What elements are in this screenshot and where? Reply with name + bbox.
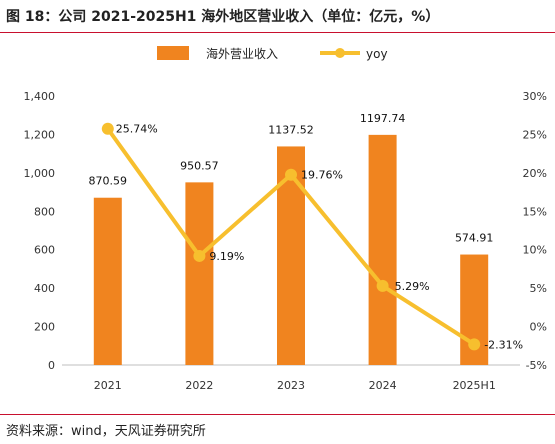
y-left-tick-label: 1,000 [24,167,56,180]
bar-2022 [185,182,214,365]
bar-value-label: 574.91 [455,232,494,245]
y-left-tick-label: 600 [34,244,55,257]
title-divider [0,32,555,33]
x-tick-label: 2024 [369,379,397,392]
yoy-point-2022 [193,249,206,262]
y-right-tick-label: 30% [523,90,547,103]
x-tick-label: 2023 [277,379,305,392]
y-left-tick-label: 1,200 [24,128,56,141]
yoy-point-2023 [285,168,297,181]
y-right-tick-label: 20% [523,167,547,180]
yoy-value-label: 25.74% [116,123,158,136]
y-right-tick-label: 0% [530,321,547,334]
x-tick-label: 2021 [94,379,122,392]
legend: 海外营业收入 yoy [157,46,388,61]
y-left-tick-label: 800 [34,205,55,218]
bar-2021 [93,197,122,365]
legend-label-yoy: yoy [366,47,388,61]
legend-label-revenue: 海外营业收入 [206,46,278,61]
x-tick-label: 2025H1 [453,379,496,392]
line-series [101,122,481,351]
figure-title: 图 18：公司 2021-2025H1 海外地区营业收入（单位：亿元，%） [6,9,440,25]
legend-swatch-yoy-marker [335,48,345,58]
bar-value-label: 870.59 [89,175,128,188]
source-note: 资料来源：wind，天风证券研究所 [6,424,206,439]
source-divider [0,414,555,415]
yoy-point-2024 [376,279,389,292]
yoy-value-label: 9.19% [209,250,244,263]
y-right-tick-label: 5% [530,282,547,295]
bar-2024 [368,134,397,365]
y-right-tick-label: -5% [526,359,547,372]
y-left-tick-label: 200 [34,321,55,334]
bar-series [93,134,489,365]
y-left-tick-label: 0 [48,359,55,372]
yoy-point-2021 [101,122,114,135]
y-right-tick-label: 25% [523,128,547,141]
data-labels: 870.59 950.57 1137.52 1197.74 574.91 25.74% 9.… [89,112,524,351]
yoy-point-2025H1 [468,338,481,351]
legend-swatch-revenue [157,46,189,60]
bar-value-label: 950.57 [180,159,219,172]
y-left-tick-label: 400 [34,282,55,295]
axes: 0 200 400 600 800 1,000 1,200 1,400 -5% 0% 5% 10% 15… [24,90,548,392]
bar-value-label: 1137.52 [268,123,314,136]
yoy-value-label: 5.29% [395,280,430,293]
y-right-tick-label: 10% [523,244,547,257]
y-left-tick-label: 1,400 [24,90,56,103]
bar-value-label: 1197.74 [360,112,406,125]
y-right-tick-label: 15% [523,205,547,218]
yoy-value-label: 19.76% [301,169,343,182]
x-tick-label: 2022 [185,379,213,392]
yoy-value-label: -2.31% [484,338,523,351]
